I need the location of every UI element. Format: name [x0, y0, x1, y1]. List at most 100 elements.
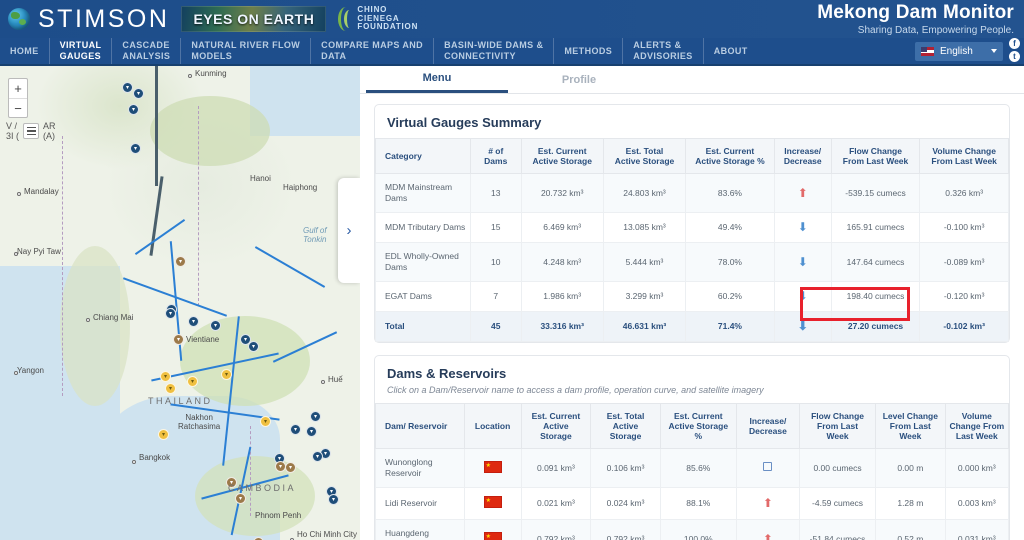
site-tagline: Sharing Data, Empowering People.	[857, 25, 1014, 36]
cell-category: MDM Tributary Dams	[375, 212, 471, 243]
map-border-1	[62, 136, 63, 396]
nav-item-cascade-analysis[interactable]: CASCADE ANALYSIS	[112, 38, 182, 64]
map-dam-marker[interactable]: ▾	[122, 82, 133, 93]
panel-expand-chevron-icon[interactable]: ›	[338, 178, 360, 283]
nav-item-alerts-advisories[interactable]: ALERTS & ADVISORIES	[623, 38, 704, 64]
us-flag-icon	[921, 46, 934, 56]
map-border-2	[198, 106, 199, 306]
cell-dam-name[interactable]: Huangdeng Reservoir*	[375, 519, 465, 540]
map-dam-marker[interactable]: ▾	[312, 451, 323, 462]
nav-item-about[interactable]: ABOUT	[713, 45, 748, 56]
dams-header-row: Dam/ Reservoir Location Est. Current Act…	[375, 403, 1010, 449]
col-total-storage: Est. Total Active Storage	[602, 138, 687, 174]
map-dam-marker[interactable]: ▾	[210, 320, 221, 331]
map-dam-marker[interactable]: ▾	[165, 308, 176, 319]
city-label-vientiane: Vientiane	[186, 335, 220, 344]
table-row: MDM Tributary Dams 15 6.469 km³ 13.085 k…	[375, 212, 1009, 243]
nav-item-natural-river-flow-models[interactable]: NATURAL RIVER FLOW MODELS	[181, 38, 312, 64]
cell-current-pct: 88.1%	[659, 487, 737, 520]
cell-current-storage: 0.091 km³	[520, 448, 592, 488]
cell-volume-change: 0.003 km³	[944, 487, 1010, 520]
col-current-pct: Est. Current Active Storage %	[685, 138, 775, 174]
col-increase-decrease: Increase/ Decrease	[735, 403, 801, 449]
cell-total-storage: 13.085 km³	[602, 212, 687, 243]
table-row: MDM Mainstream Dams 13 20.732 km³ 24.803…	[375, 173, 1009, 213]
dams-table-body: Wunonglong Reservoir 0.091 km³ 0.106 km³…	[375, 448, 1010, 540]
cell-dam-name[interactable]: Lidi Reservoir	[375, 487, 465, 520]
map-dam-marker[interactable]: ▾	[133, 88, 144, 99]
cell-current-storage: 0.792 km³	[520, 519, 592, 540]
city-label-mandalay: Mandalay	[24, 187, 59, 196]
map-dam-marker[interactable]: ▾	[160, 371, 171, 382]
zoom-in-button[interactable]: +	[14, 81, 22, 96]
city-dot	[86, 318, 90, 322]
map-dam-marker[interactable]: ▾	[260, 416, 271, 427]
legend-menu-icon[interactable]	[23, 123, 40, 139]
map-dam-marker[interactable]: ▾	[240, 334, 251, 345]
cell-trend: ⬆	[773, 173, 832, 213]
eyes-on-earth-banner[interactable]: EYES ON EARTH	[181, 6, 327, 32]
dams-table: Dam/ Reservoir Location Est. Current Act…	[375, 403, 1010, 540]
language-selector[interactable]: English	[915, 41, 1003, 61]
map-dam-marker[interactable]: ▾	[235, 493, 246, 504]
map-dam-marker[interactable]: ▾	[306, 426, 317, 437]
mekong-basin-map[interactable]: ▾ ▾ ▾ ▾ ▾ ▾ ▾ ▾ ▾ ▾ ▾ ▾ ▾ ▾ ▾ ▾ ▾ ▾ ▾ ▾ …	[0, 66, 360, 540]
cell-dams: 13	[469, 173, 522, 213]
nav-item-methods[interactable]: METHODS	[554, 38, 624, 64]
zoom-out-button[interactable]: −	[9, 98, 27, 117]
map-dam-marker[interactable]: ▾	[285, 462, 296, 473]
map-dam-marker[interactable]: ▾	[158, 429, 169, 440]
cell-volume-change: 0.326 km³	[919, 173, 1009, 213]
map-dam-marker[interactable]: ▾	[310, 411, 321, 422]
map-dam-marker[interactable]: ▾	[226, 477, 237, 488]
map-dam-marker[interactable]: ▾	[175, 256, 186, 267]
cell-dam-name[interactable]: Wunonglong Reservoir	[375, 448, 465, 488]
map-dam-marker[interactable]: ▾	[290, 424, 301, 435]
cell-current-pct: 85.6%	[659, 448, 737, 488]
nav-item-virtual-gauges[interactable]: VIRTUAL GAUGES	[50, 38, 113, 64]
stimson-wordmark: STIMSON	[38, 4, 170, 33]
map-dam-marker[interactable]: ▾	[328, 494, 339, 505]
chino-cienega-foundation-logo[interactable]: CHINO CIENEGA FOUNDATION	[338, 6, 418, 32]
cell-current-pct: 60.2%	[685, 281, 775, 312]
map-mekong-upper	[155, 66, 158, 186]
map-dam-marker[interactable]: ▾	[187, 376, 198, 387]
tab-profile[interactable]: Profile	[561, 73, 597, 86]
map-dam-marker[interactable]: ▾	[221, 369, 232, 380]
nav-item-basin-wide-dams-connectivity[interactable]: BASIN-WIDE DAMS & CONNECTIVITY	[434, 38, 555, 64]
brand-logo[interactable]: STIMSON	[0, 5, 169, 34]
map-dam-marker[interactable]: ▾	[165, 383, 176, 394]
facebook-icon[interactable]: f	[1009, 38, 1020, 49]
col-increase-decrease: Increase/ Decrease	[773, 138, 832, 174]
cell-location	[463, 448, 522, 488]
city-label-nay-pyi-taw: Nay Pyi Taw	[17, 247, 61, 256]
chevron-down-icon	[991, 49, 997, 53]
map-dam-marker[interactable]: ▾	[173, 334, 184, 345]
dams-reservoirs-card: Dams & Reservoirs Click on a Dam/Reservo…	[374, 355, 1010, 540]
map-dam-marker[interactable]: ▾	[128, 104, 139, 115]
arrow-down-icon: ⬇	[797, 289, 808, 303]
main-content-panel: Menu Profile Virtual Gauges Summary Cate…	[360, 66, 1024, 540]
cell-current-storage: 6.469 km³	[520, 212, 604, 243]
twitter-icon[interactable]: t	[1009, 51, 1020, 62]
col-volume-change: Volume Change From Last Week	[919, 138, 1009, 174]
cell-total-storage: 0.024 km³	[590, 487, 661, 520]
nav-item-home[interactable]: HOME	[0, 38, 50, 64]
virtual-gauges-summary-card: Virtual Gauges Summary Category # of Dam…	[374, 104, 1010, 343]
table-row: Huangdeng Reservoir* 0.792 km³ 0.792 km³…	[375, 519, 1010, 540]
chino-foundation-label: CHINO CIENEGA FOUNDATION	[357, 6, 418, 32]
nav-item-compare-maps-and-data[interactable]: COMPARE MAPS AND DATA	[311, 38, 435, 64]
chino-line-3: FOUNDATION	[357, 22, 419, 32]
tab-menu[interactable]: Menu	[366, 66, 508, 93]
cell-dams: 15	[469, 212, 522, 243]
cell-category: MDM Mainstream Dams	[375, 173, 471, 213]
no-change-square-icon	[763, 462, 773, 471]
country-label-cambodia: CAMBODIA	[228, 483, 297, 493]
map-highland-1	[150, 96, 270, 166]
map-dam-marker[interactable]: ▾	[130, 143, 141, 154]
map-dam-marker[interactable]: ▾	[248, 341, 259, 352]
col-current-storage: Est. Current Active Storage	[520, 138, 604, 174]
map-dam-marker[interactable]: ▾	[188, 316, 199, 327]
country-label-thailand: THAILAND	[148, 396, 213, 406]
cell-flow-change: -4.59 cumecs	[799, 487, 877, 520]
